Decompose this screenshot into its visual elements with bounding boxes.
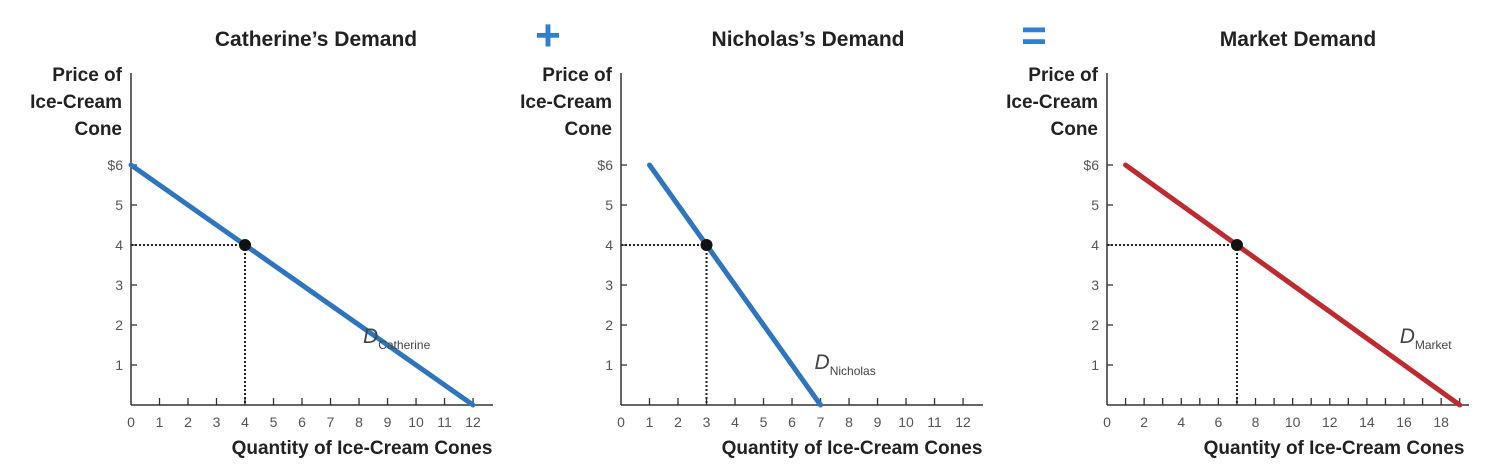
y-axis-label-line: Ice-Cream bbox=[1006, 92, 1098, 113]
y-axis-label-line: Price of bbox=[542, 65, 612, 86]
y-axis-label-line: Price of bbox=[1028, 65, 1098, 86]
x-tick-label: 6 bbox=[1214, 414, 1222, 430]
y-tick-label: $6 bbox=[107, 157, 123, 173]
y-axis-label-line: Price of bbox=[52, 65, 122, 86]
y-tick-label: 4 bbox=[605, 237, 613, 253]
x-tick-label: 12 bbox=[465, 414, 481, 430]
x-tick-label: 6 bbox=[298, 414, 306, 430]
y-tick-label: 4 bbox=[115, 237, 123, 253]
x-tick-label: 8 bbox=[845, 414, 853, 430]
y-tick-label: 3 bbox=[115, 277, 123, 293]
x-axis-label-catherine: Quantity of Ice-Cream Cones bbox=[231, 438, 493, 459]
y-tick-label: 3 bbox=[605, 277, 613, 293]
x-tick-label: 11 bbox=[437, 414, 452, 430]
demand-curve bbox=[647, 162, 824, 408]
x-tick-label: 5 bbox=[760, 414, 768, 430]
x-tick-label: 16 bbox=[1396, 414, 1412, 430]
x-tick-label: 7 bbox=[327, 414, 335, 430]
highlight-point bbox=[239, 239, 252, 251]
curve-label-main: D bbox=[1400, 325, 1415, 348]
x-tick-label: 0 bbox=[127, 414, 135, 430]
y-axis-label-line: Ice-Cream bbox=[30, 92, 122, 113]
x-axis-label-market: Quantity of Ice-Cream Cones bbox=[1203, 438, 1465, 459]
curve-label-subscript: Nicholas bbox=[830, 364, 876, 378]
y-tick-label: 3 bbox=[1091, 277, 1099, 293]
equals-operator: = bbox=[1021, 11, 1047, 60]
y-tick-label: 1 bbox=[1091, 357, 1099, 373]
x-tick-label: 4 bbox=[241, 414, 249, 430]
y-tick-label: 2 bbox=[1091, 317, 1099, 333]
x-tick-label: 10 bbox=[408, 414, 424, 430]
x-tick-label: 1 bbox=[646, 414, 654, 430]
highlight-point bbox=[1230, 239, 1243, 251]
y-axis-label-line: Ice-Cream bbox=[520, 92, 612, 113]
y-tick-label: 5 bbox=[115, 197, 123, 213]
x-tick-label: 6 bbox=[788, 414, 796, 430]
curve-label-main: D bbox=[815, 351, 830, 374]
x-tick-label: 2 bbox=[184, 414, 192, 430]
y-tick-label: 5 bbox=[605, 197, 613, 213]
curve-label: DMarket bbox=[1400, 325, 1453, 352]
y-axis-label-catherine: Price of Ice-Cream Cone bbox=[2, 62, 122, 143]
y-axis-label-nicholas: Price of Ice-Cream Cone bbox=[492, 62, 612, 143]
y-tick-label: 2 bbox=[605, 317, 613, 333]
y-tick-label: $6 bbox=[597, 157, 613, 173]
chart-title-market: Market Demand bbox=[1219, 28, 1377, 51]
x-tick-label: 14 bbox=[1359, 414, 1375, 430]
y-tick-label: 5 bbox=[1091, 197, 1099, 213]
y-axis-label-line: Cone bbox=[1050, 119, 1099, 140]
plus-operator: + bbox=[535, 11, 561, 60]
y-tick-label: 1 bbox=[115, 357, 123, 373]
curve-label-subscript: Catherine bbox=[378, 338, 430, 352]
x-tick-label: 10 bbox=[898, 414, 914, 430]
x-axis-label-nicholas: Quantity of Ice-Cream Cones bbox=[721, 438, 983, 459]
x-tick-label: 10 bbox=[1285, 414, 1301, 430]
x-tick-label: 12 bbox=[1322, 414, 1338, 430]
x-tick-label: 0 bbox=[617, 414, 625, 430]
x-tick-label: 3 bbox=[703, 414, 711, 430]
demand-curve bbox=[128, 162, 476, 408]
curve-label-main: D bbox=[363, 325, 378, 348]
x-tick-label: 8 bbox=[355, 414, 363, 430]
y-axis-label-line: Cone bbox=[564, 119, 613, 140]
x-tick-label: 9 bbox=[384, 414, 392, 430]
y-tick-label: 4 bbox=[1091, 237, 1099, 253]
x-tick-label: 4 bbox=[731, 414, 739, 430]
x-tick-label: 18 bbox=[1433, 414, 1449, 430]
curve-label: DNicholas bbox=[815, 351, 876, 378]
curve-label-subscript: Market bbox=[1415, 338, 1452, 352]
x-tick-label: 4 bbox=[1177, 414, 1185, 430]
x-tick-label: 2 bbox=[1140, 414, 1148, 430]
x-tick-label: 0 bbox=[1103, 414, 1111, 430]
x-tick-label: 7 bbox=[817, 414, 825, 430]
y-tick-label: $6 bbox=[1083, 157, 1099, 173]
x-tick-label: 1 bbox=[156, 414, 164, 430]
y-axis-label-market: Price of Ice-Cream Cone bbox=[978, 62, 1098, 143]
y-tick-label: 2 bbox=[115, 317, 123, 333]
x-tick-label: 9 bbox=[874, 414, 882, 430]
x-tick-label: 8 bbox=[1252, 414, 1260, 430]
x-tick-label: 5 bbox=[270, 414, 278, 430]
y-tick-label: 1 bbox=[605, 357, 613, 373]
y-axis-label-line: Cone bbox=[74, 119, 123, 140]
highlight-point bbox=[700, 239, 713, 251]
chart-title-catherine: Catherine’s Demand bbox=[214, 28, 418, 51]
curve-label: DCatherine bbox=[363, 325, 431, 352]
demand-curve bbox=[1123, 162, 1463, 408]
x-tick-label: 3 bbox=[213, 414, 221, 430]
x-tick-label: 11 bbox=[927, 414, 942, 430]
x-tick-label: 12 bbox=[955, 414, 971, 430]
x-tick-label: 2 bbox=[674, 414, 682, 430]
chart-title-nicholas: Nicholas’s Demand bbox=[711, 28, 905, 51]
